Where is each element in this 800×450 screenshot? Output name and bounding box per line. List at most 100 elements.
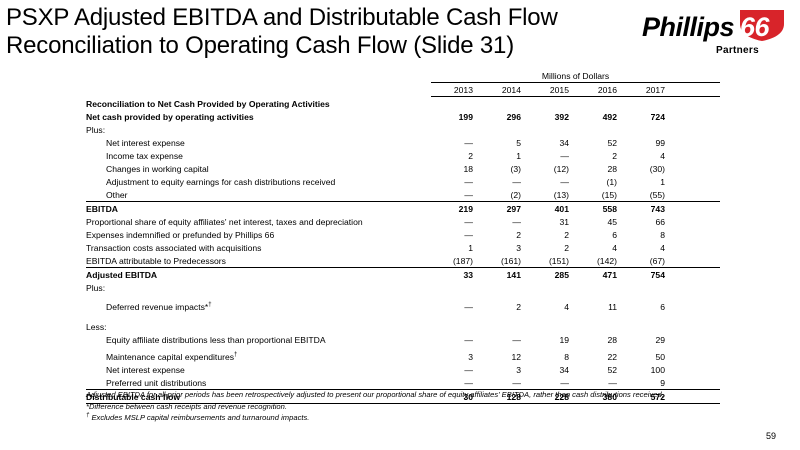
page-number: 59 xyxy=(765,431,776,441)
year-header: 2013 xyxy=(431,82,479,97)
slide-title: PSXP Adjusted EBITDA and Distributable C… xyxy=(6,4,606,60)
row-label: Maintenance capital expenditures† xyxy=(86,346,431,363)
table-row: Net interest expense — 3 34 52 100 xyxy=(86,363,720,376)
cell-value: 380 xyxy=(575,389,623,404)
table-row: Expenses indemnified or prefunded by Phi… xyxy=(86,228,720,241)
cell-value xyxy=(575,320,623,333)
row-label-text: EBITDA attributable to Predecessors xyxy=(86,256,226,266)
cell-value xyxy=(479,281,527,294)
cell-value: (187) xyxy=(431,254,479,268)
row-label: Distributable cash flow xyxy=(86,389,431,404)
row-label-text: Plus: xyxy=(86,283,106,293)
cell-value: (15) xyxy=(575,188,623,202)
table-row: Changes in working capital 18 (3) (12) 28 (30… xyxy=(86,162,720,175)
cell-value: 2 xyxy=(516,230,521,240)
cell-value xyxy=(623,320,671,333)
cell-value: 2 xyxy=(564,243,569,253)
row-label: Changes in working capital xyxy=(86,162,431,175)
cell-value: (151) xyxy=(527,254,575,268)
cell-value: 33 xyxy=(431,267,479,281)
footnote-dagger: † Excludes MSLP capital reimbursements a… xyxy=(86,412,726,424)
cell-value: — xyxy=(464,302,473,312)
cell-value: — xyxy=(464,177,473,187)
cell-value: — xyxy=(560,151,569,161)
dagger-mark: † xyxy=(86,412,90,419)
cell-value: 285 xyxy=(527,267,575,281)
cell-value: — xyxy=(464,365,473,375)
cell-value: 18 xyxy=(463,164,473,174)
table-row: Transaction costs associated with acquis… xyxy=(86,241,720,254)
year-header: 2017 xyxy=(623,82,671,97)
table-row: Equity affiliate distributions less than… xyxy=(86,333,720,346)
row-label-text: Income tax expense xyxy=(106,151,183,161)
year-header: 2014 xyxy=(479,82,527,97)
table-row: EBITDA 219 297 401 558 743 xyxy=(86,201,721,215)
table-row: Other — (2) (13) (15) (55) xyxy=(86,188,721,202)
cell-value: — xyxy=(560,177,569,187)
table-row: Distributable cash flow 30 128 228 380 572 xyxy=(86,389,721,404)
row-label-text: Less: xyxy=(86,322,107,332)
table-row: Adjusted EBITDA 33 141 285 471 754 xyxy=(86,267,721,281)
cell-value: 1 xyxy=(660,177,665,187)
cell-value: 2 xyxy=(564,230,569,240)
table-row: Proportional share of equity affiliates'… xyxy=(86,215,720,228)
reconciliation-table: Millions of Dollars 2013 2014 2015 2016 … xyxy=(86,69,721,404)
row-label: Less: xyxy=(86,320,431,333)
cell-value: 3 xyxy=(516,243,521,253)
cell-value: 8 xyxy=(660,230,665,240)
table-row: Plus: xyxy=(86,123,720,136)
cell-value xyxy=(623,123,671,136)
cell-value: 3 xyxy=(468,352,473,362)
footnote-dagger-text: Excludes MSLP capital reimbursements and… xyxy=(89,413,310,422)
row-label: EBITDA xyxy=(86,201,431,215)
cell-value: 724 xyxy=(650,112,665,122)
cell-value: 219 xyxy=(431,201,479,215)
row-label-text: Changes in working capital xyxy=(106,164,209,174)
row-label: Other xyxy=(86,188,431,202)
phillips66-partners-logo: Phillips 66 Partners xyxy=(642,8,787,60)
cell-value: 28 xyxy=(607,335,617,345)
cell-value: — xyxy=(464,230,473,240)
row-label-text: Deferred revenue impacts* xyxy=(106,302,209,312)
row-label: Adjustment to equity earnings for cash d… xyxy=(86,175,431,188)
year-header: 2016 xyxy=(575,82,623,97)
row-label: Plus: xyxy=(86,123,431,136)
footnotes: Adjusted EBITDA for all prior periods ha… xyxy=(86,389,726,424)
row-label-text: Adjustment to equity earnings for cash d… xyxy=(106,177,336,187)
logo-number: 66 xyxy=(740,12,770,42)
logo-text: Phillips 66 xyxy=(642,12,770,43)
cell-value: (142) xyxy=(575,254,623,268)
section-title: Reconciliation to Net Cash Provided by O… xyxy=(86,99,330,109)
row-label-text: Expenses indemnified or prefunded by Phi… xyxy=(86,230,275,240)
year-header: 2015 xyxy=(527,82,575,97)
cell-value: — xyxy=(464,335,473,345)
row-label: Plus: xyxy=(86,281,431,294)
cell-value: (3) xyxy=(510,164,521,174)
row-label-text: Distributable cash flow xyxy=(86,392,181,402)
cell-value: 6 xyxy=(612,230,617,240)
row-label-text: Proportional share of equity affiliates'… xyxy=(86,217,363,227)
cell-value: 296 xyxy=(506,112,521,122)
shield-icon xyxy=(740,10,784,41)
row-label-text: Plus: xyxy=(86,125,106,135)
cell-value: 52 xyxy=(607,138,617,148)
table-row: EBITDA attributable to Predecessors (187)… xyxy=(86,254,721,268)
cell-value: 128 xyxy=(479,389,527,404)
cell-value: 11 xyxy=(608,302,617,312)
cell-value: (2) xyxy=(479,188,527,202)
cell-value: (30) xyxy=(649,164,665,174)
cell-value: 401 xyxy=(527,201,575,215)
row-label: Net cash provided by operating activitie… xyxy=(86,110,431,123)
table-year-header-row: 2013 2014 2015 2016 2017 xyxy=(86,82,721,97)
row-label-text: Equity affiliate distributions less than… xyxy=(106,335,326,345)
cell-value: 9 xyxy=(623,376,671,390)
cell-value: 45 xyxy=(607,217,617,227)
cell-value: 297 xyxy=(479,201,527,215)
row-label: Expenses indemnified or prefunded by Phi… xyxy=(86,228,431,241)
row-label-text: Preferred unit distributions xyxy=(106,378,207,388)
row-label: Deferred revenue impacts*† xyxy=(86,294,431,320)
cell-value xyxy=(527,320,575,333)
cell-value xyxy=(431,320,479,333)
cell-value: 141 xyxy=(479,267,527,281)
row-label: Income tax expense xyxy=(86,149,431,162)
